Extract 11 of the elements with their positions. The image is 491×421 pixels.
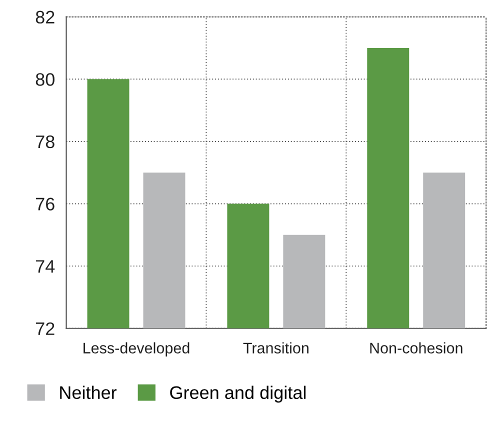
y-tick-label: 82	[36, 10, 54, 24]
y-tick-label: 80	[36, 73, 54, 86]
y-tick-label: 74	[36, 260, 55, 273]
y-tick-label: 76	[36, 198, 54, 210]
x-tick-label: Non-cohesion	[370, 342, 462, 354]
y-tick-label: 78	[36, 135, 54, 148]
legend-label: Green and digital	[170, 386, 306, 403]
x-tick-label: Transition	[243, 342, 308, 354]
y-tick-label: 72	[36, 322, 54, 335]
x-tick-label: Less-developed	[84, 342, 190, 357]
legend-label: Neither	[60, 386, 117, 400]
